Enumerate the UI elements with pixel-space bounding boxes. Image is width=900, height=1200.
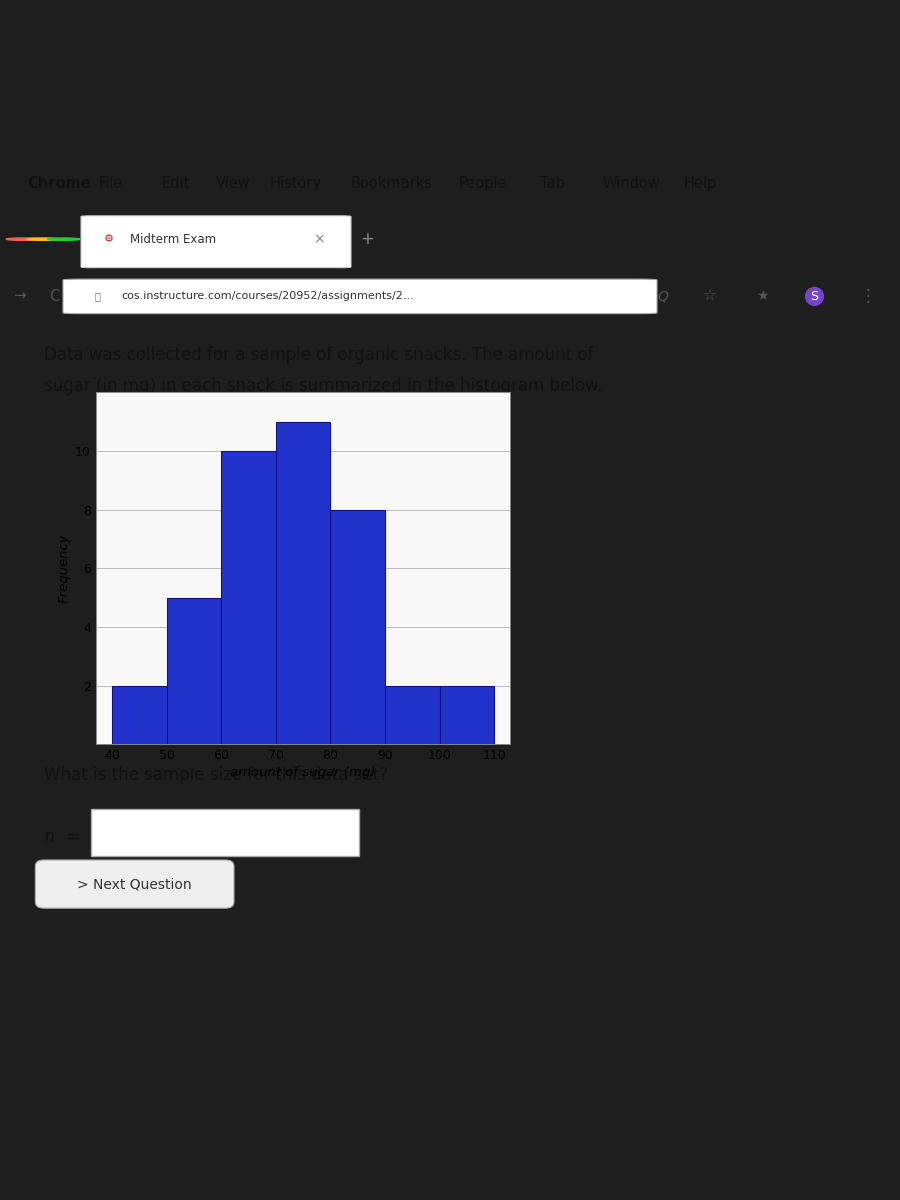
Circle shape bbox=[6, 238, 39, 240]
Text: View: View bbox=[216, 176, 251, 191]
Text: History: History bbox=[270, 176, 322, 191]
Bar bbox=[112, 685, 166, 744]
Text: ×: × bbox=[313, 232, 325, 246]
Text: ★: ★ bbox=[756, 289, 769, 304]
Text: Data was collected for a sample of organic snacks. The amount of: Data was collected for a sample of organ… bbox=[44, 346, 593, 364]
Bar bbox=[221, 451, 275, 744]
Bar bbox=[166, 598, 221, 744]
Text: File: File bbox=[99, 176, 123, 191]
Text: ⋮: ⋮ bbox=[860, 287, 876, 305]
Bar bbox=[385, 685, 439, 744]
Bar bbox=[330, 510, 385, 744]
FancyBboxPatch shape bbox=[35, 860, 234, 908]
Text: > Next Question: > Next Question bbox=[77, 877, 192, 892]
Text: Chrome: Chrome bbox=[27, 176, 91, 191]
Bar bbox=[439, 685, 494, 744]
FancyBboxPatch shape bbox=[92, 809, 359, 856]
Text: Q: Q bbox=[657, 289, 668, 304]
Circle shape bbox=[48, 238, 80, 240]
Text: sugar (in mg) in each snack is summarized in the histogram below.: sugar (in mg) in each snack is summarize… bbox=[44, 377, 602, 395]
Text: Tab: Tab bbox=[540, 176, 565, 191]
Text: Window: Window bbox=[603, 176, 661, 191]
Text: Bookmarks: Bookmarks bbox=[351, 176, 433, 191]
Y-axis label: Frequency: Frequency bbox=[58, 534, 71, 604]
Text: What is the sample size for this data set?: What is the sample size for this data se… bbox=[44, 766, 388, 784]
FancyBboxPatch shape bbox=[81, 216, 351, 268]
Bar bbox=[275, 421, 330, 744]
Text: =: = bbox=[66, 828, 80, 846]
Circle shape bbox=[27, 238, 59, 240]
Text: ☆: ☆ bbox=[702, 289, 716, 304]
Text: S: S bbox=[811, 290, 818, 302]
Text: Edit: Edit bbox=[162, 176, 190, 191]
Text: n: n bbox=[44, 828, 56, 846]
FancyBboxPatch shape bbox=[63, 280, 657, 313]
Text: People: People bbox=[459, 176, 508, 191]
Text: +: + bbox=[360, 230, 373, 248]
Text: C: C bbox=[50, 289, 60, 304]
Text: Midterm Exam: Midterm Exam bbox=[130, 233, 217, 246]
Text: cos.instructure.com/courses/20952/assignments/2...: cos.instructure.com/courses/20952/assign… bbox=[122, 292, 414, 301]
Text: ⚙: ⚙ bbox=[104, 234, 113, 244]
Text: 🔒: 🔒 bbox=[94, 292, 101, 301]
X-axis label: amount of sugar (mg): amount of sugar (mg) bbox=[230, 766, 376, 779]
Text: →: → bbox=[14, 289, 26, 304]
Text: Help: Help bbox=[684, 176, 717, 191]
